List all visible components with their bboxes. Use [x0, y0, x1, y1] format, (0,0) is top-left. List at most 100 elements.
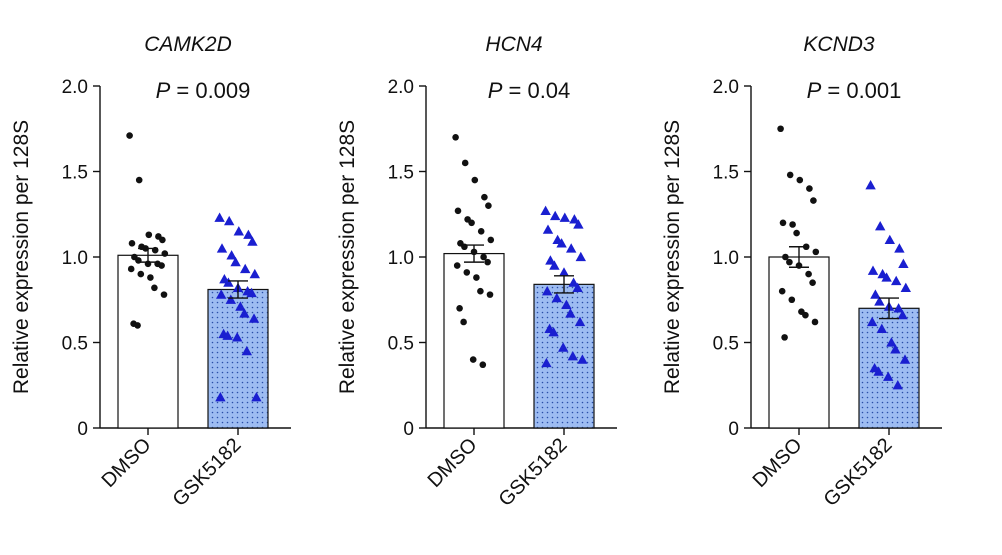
data-point-dmso [812, 248, 820, 256]
data-point-dmso [463, 269, 471, 276]
data-point-dmso [778, 287, 786, 295]
data-point-gsk [870, 289, 881, 299]
data-point-gsk [875, 221, 886, 231]
y-tick-label: 0.5 [62, 334, 88, 355]
data-point-dmso [782, 253, 789, 261]
data-point-gsk [892, 380, 903, 390]
data-point-gsk [230, 256, 241, 267]
data-point-dmso [809, 279, 816, 286]
data-point-dmso [460, 318, 467, 326]
data-point-dmso [486, 291, 494, 298]
data-point-dmso [786, 258, 793, 266]
data-point-gsk [881, 272, 892, 282]
panel-title: HCN4 [485, 33, 542, 56]
data-point-gsk [241, 345, 252, 356]
y-tick-label: 0 [77, 419, 88, 440]
data-point-dmso [453, 262, 461, 269]
data-point-dmso [159, 236, 166, 244]
x-tick-label: GSK5182 [495, 434, 572, 511]
x-tick-label: GSK5182 [169, 434, 246, 511]
data-point-dmso [779, 219, 787, 227]
data-point-dmso [135, 176, 143, 184]
data-point-dmso [484, 258, 491, 266]
p-value-text: = 0.009 [170, 78, 250, 103]
bar-dmso [443, 252, 505, 429]
data-point-dmso [160, 291, 168, 298]
data-point-gsk [247, 236, 258, 246]
data-point-gsk [224, 215, 235, 226]
data-point-gsk [551, 292, 562, 303]
data-point-dmso [811, 318, 819, 326]
data-point-gsk [215, 392, 226, 402]
data-point-gsk [225, 294, 236, 304]
data-point-gsk [876, 323, 887, 333]
p-value-annotation: P = 0.001 [807, 78, 902, 103]
p-value-annotation: P = 0.04 [488, 78, 571, 103]
data-point-gsk [883, 371, 894, 381]
data-point-gsk [894, 243, 905, 253]
data-point-dmso [151, 284, 158, 292]
data-point-dmso [469, 356, 477, 363]
data-point-gsk [541, 357, 552, 368]
data-point-gsk [559, 212, 570, 222]
data-point-dmso [134, 322, 141, 329]
data-point-dmso [456, 305, 463, 312]
data-point-gsk [897, 309, 908, 320]
data-point-gsk [567, 350, 578, 361]
p-value-symbol: P [807, 78, 822, 103]
y-tick-label: 2.0 [62, 77, 88, 98]
data-point-dmso [485, 202, 492, 209]
data-point-dmso [777, 125, 784, 133]
data-point-dmso [128, 240, 136, 247]
data-point-gsk [222, 330, 233, 340]
p-value-symbol: P [488, 78, 503, 103]
data-point-gsk [893, 303, 904, 313]
data-point-gsk [550, 210, 561, 221]
data-point-gsk [556, 238, 567, 248]
data-point-gsk [566, 243, 577, 253]
data-point-gsk [243, 229, 254, 239]
data-point-dmso [788, 296, 796, 304]
y-axis-label: Relative expression per 128S [661, 120, 684, 394]
y-tick-label: 1.0 [388, 248, 414, 269]
data-point-gsk [248, 313, 260, 323]
data-point-gsk [223, 277, 234, 287]
data-point-dmso [126, 132, 133, 139]
y-tick-label: 0 [728, 419, 739, 440]
y-tick-label: 1.5 [62, 163, 88, 184]
data-point-dmso [480, 253, 487, 261]
data-point-gsk [874, 296, 885, 306]
y-tick-label: 2.0 [713, 77, 739, 98]
data-point-dmso [786, 171, 794, 179]
data-point-gsk [235, 301, 246, 311]
data-point-dmso [481, 193, 488, 201]
data-point-gsk [548, 327, 559, 337]
data-point-gsk [558, 267, 570, 277]
panel-camk2d: CAMK2D P = 0.009 0 0.5 1.0 1.5 2.0 Relative exp… [10, 33, 291, 511]
y-axis-label: Relative expression per 128S [336, 120, 359, 394]
p-value-text: = 0.001 [821, 78, 901, 103]
data-point-gsk [216, 289, 227, 299]
data-point-dmso [810, 197, 817, 204]
data-point-dmso [487, 236, 495, 244]
data-point-dmso [793, 229, 800, 237]
data-point-dmso [477, 228, 485, 235]
panel-kcnd3: KCND3 P = 0.001 0 0.5 1.0 1.5 2.0 Relative expr… [661, 33, 942, 511]
data-point-gsk [240, 263, 251, 274]
y-tick-label: 1.0 [62, 248, 88, 269]
y-tick-label: 1.5 [713, 163, 739, 184]
data-point-dmso [477, 287, 484, 295]
data-point-gsk [569, 214, 580, 224]
data-point-gsk [214, 212, 225, 222]
data-point-gsk [899, 354, 911, 364]
data-point-gsk [573, 219, 584, 229]
data-point-gsk [865, 179, 876, 190]
data-point-gsk [542, 224, 554, 234]
data-point-gsk [572, 282, 583, 292]
data-point-gsk [565, 308, 576, 318]
data-point-dmso [158, 262, 165, 269]
data-point-gsk [542, 286, 553, 296]
data-point-gsk [540, 205, 551, 215]
data-point-dmso [454, 207, 462, 215]
data-point-gsk [549, 260, 560, 270]
